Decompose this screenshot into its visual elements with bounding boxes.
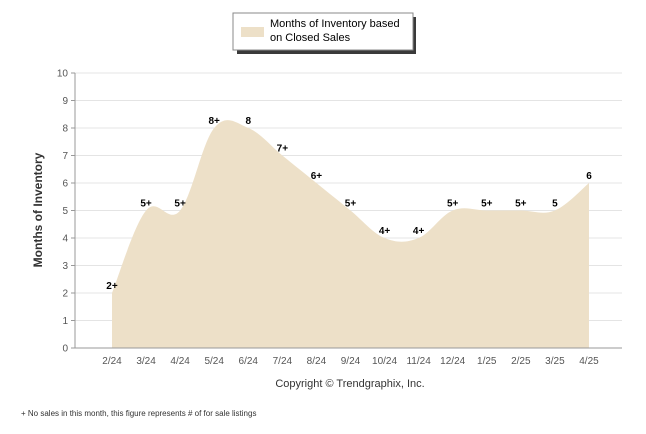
data-label: 2+	[106, 281, 118, 292]
data-label: 4+	[413, 226, 425, 237]
data-label: 4+	[379, 226, 391, 237]
legend-label-line2: on Closed Sales	[270, 32, 351, 44]
y-tick-label: 0	[62, 344, 68, 355]
data-labels: 2+ 5+ 5+ 8+ 8 7+ 6+ 5+ 4+ 4+ 5+ 5+ 5+ 5 6	[106, 116, 592, 292]
y-tick-label: 10	[57, 69, 69, 80]
x-tick-label: 4/24	[170, 356, 190, 367]
x-tick-label: 2/25	[511, 356, 531, 367]
y-tick-label: 9	[62, 96, 68, 107]
data-label: 8+	[209, 116, 221, 127]
x-tick-label: 5/24	[204, 356, 224, 367]
y-tick-label: 8	[62, 124, 68, 135]
y-tick-label: 3	[62, 261, 68, 272]
x-tick-label: 12/24	[440, 356, 465, 367]
y-tick-label: 1	[62, 316, 68, 327]
series-area	[112, 120, 589, 349]
x-tick-label: 9/24	[341, 356, 361, 367]
y-tick-label: 7	[62, 151, 68, 162]
data-label: 5+	[481, 199, 493, 210]
data-label: 5+	[447, 199, 459, 210]
data-label: 5+	[174, 199, 186, 210]
data-label: 8	[245, 116, 251, 127]
x-tick-label: 10/24	[372, 356, 397, 367]
y-tick-label: 6	[62, 179, 68, 190]
axes: 0 1 2 3 4 5 6 7 8 9 10 2/24 3/24 4/24 5/24 6/24 7/24 8/24…	[57, 69, 622, 367]
x-tick-label: 2/24	[102, 356, 122, 367]
data-label: 5+	[515, 199, 527, 210]
data-label: 5+	[140, 199, 152, 210]
data-label: 6+	[311, 171, 323, 182]
y-tick-label: 5	[62, 206, 68, 217]
y-tick-label: 4	[62, 234, 68, 245]
data-label: 6	[586, 171, 592, 182]
x-tick-label: 11/24	[406, 356, 431, 367]
x-tick-label: 4/25	[579, 356, 599, 367]
legend: Months of Inventory based on Closed Sale…	[232, 12, 416, 54]
x-tick-label: 3/24	[136, 356, 156, 367]
x-tick-label: 3/25	[545, 356, 565, 367]
copyright-text: Copyright © Trendgraphix, Inc.	[275, 378, 424, 390]
plot-area	[112, 120, 589, 349]
footnote-text: + No sales in this month, this figure re…	[21, 409, 256, 418]
legend-swatch	[241, 27, 264, 37]
legend-label-line1: Months of Inventory based	[270, 18, 400, 30]
x-tick-label: 7/24	[273, 356, 293, 367]
data-label: 5	[552, 199, 558, 210]
x-tick-label: 8/24	[307, 356, 327, 367]
x-tick-label: 1/25	[477, 356, 497, 367]
data-label: 7+	[277, 144, 289, 155]
x-tick-label: 6/24	[239, 356, 259, 367]
data-label: 5+	[345, 199, 357, 210]
y-tick-label: 2	[62, 289, 68, 300]
y-axis-title: Months of Inventory	[31, 152, 45, 267]
